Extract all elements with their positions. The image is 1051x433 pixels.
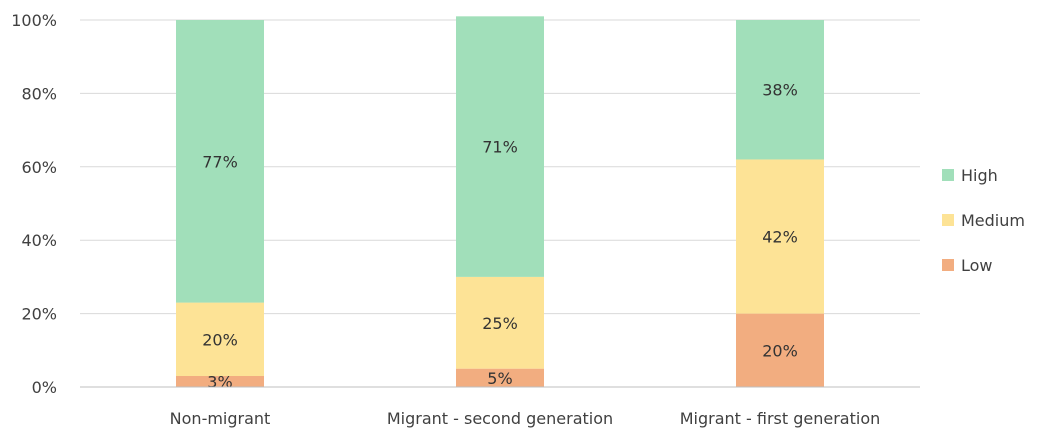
data-label-low: 20%	[762, 341, 798, 360]
x-category-label: Migrant - first generation	[680, 409, 881, 428]
bar-segment-medium	[736, 159, 824, 314]
bar-segment-high	[456, 16, 544, 277]
bar-segment-high	[176, 20, 264, 303]
bar-segment-medium	[456, 276, 544, 369]
bar-segment-medium	[176, 302, 264, 376]
legend: High Medium Low	[942, 166, 1025, 275]
x-category-label: Migrant - second generation	[387, 409, 613, 428]
legend-label-high: High	[961, 166, 998, 185]
data-labels: 3% 20% 77% 5% 25% 71% 20% 42% 38%	[202, 81, 798, 392]
data-label-medium: 25%	[482, 314, 518, 333]
data-label-low: 5%	[487, 369, 512, 388]
data-label-high: 71%	[482, 138, 518, 157]
legend-swatch-high	[942, 169, 954, 181]
y-tick-label: 0%	[32, 378, 57, 397]
legend-label-low: Low	[961, 256, 993, 275]
legend-swatch-medium	[942, 214, 954, 226]
y-tick-label: 60%	[21, 158, 57, 177]
y-tick-label: 20%	[21, 305, 57, 324]
bar-segment-low	[736, 313, 824, 387]
x-category-label: Non-migrant	[170, 409, 271, 428]
bar-segment-high	[736, 20, 824, 160]
data-label-high: 38%	[762, 81, 798, 100]
legend-label-medium: Medium	[961, 211, 1025, 230]
data-label-medium: 42%	[762, 228, 798, 247]
bars	[176, 16, 824, 387]
legend-swatch-low	[942, 259, 954, 271]
bar-segment-low	[456, 368, 544, 387]
axes: 0% 20% 40% 60% 80% 100% Non-migrant Migrant - s…	[11, 11, 920, 428]
y-tick-label: 80%	[21, 84, 57, 103]
data-label-high: 77%	[202, 152, 238, 171]
y-tick-label: 40%	[21, 231, 57, 250]
data-label-medium: 20%	[202, 330, 238, 349]
bar-segment-low	[176, 375, 264, 387]
y-tick-label: 100%	[11, 11, 57, 30]
data-label-low: 3%	[207, 372, 232, 391]
